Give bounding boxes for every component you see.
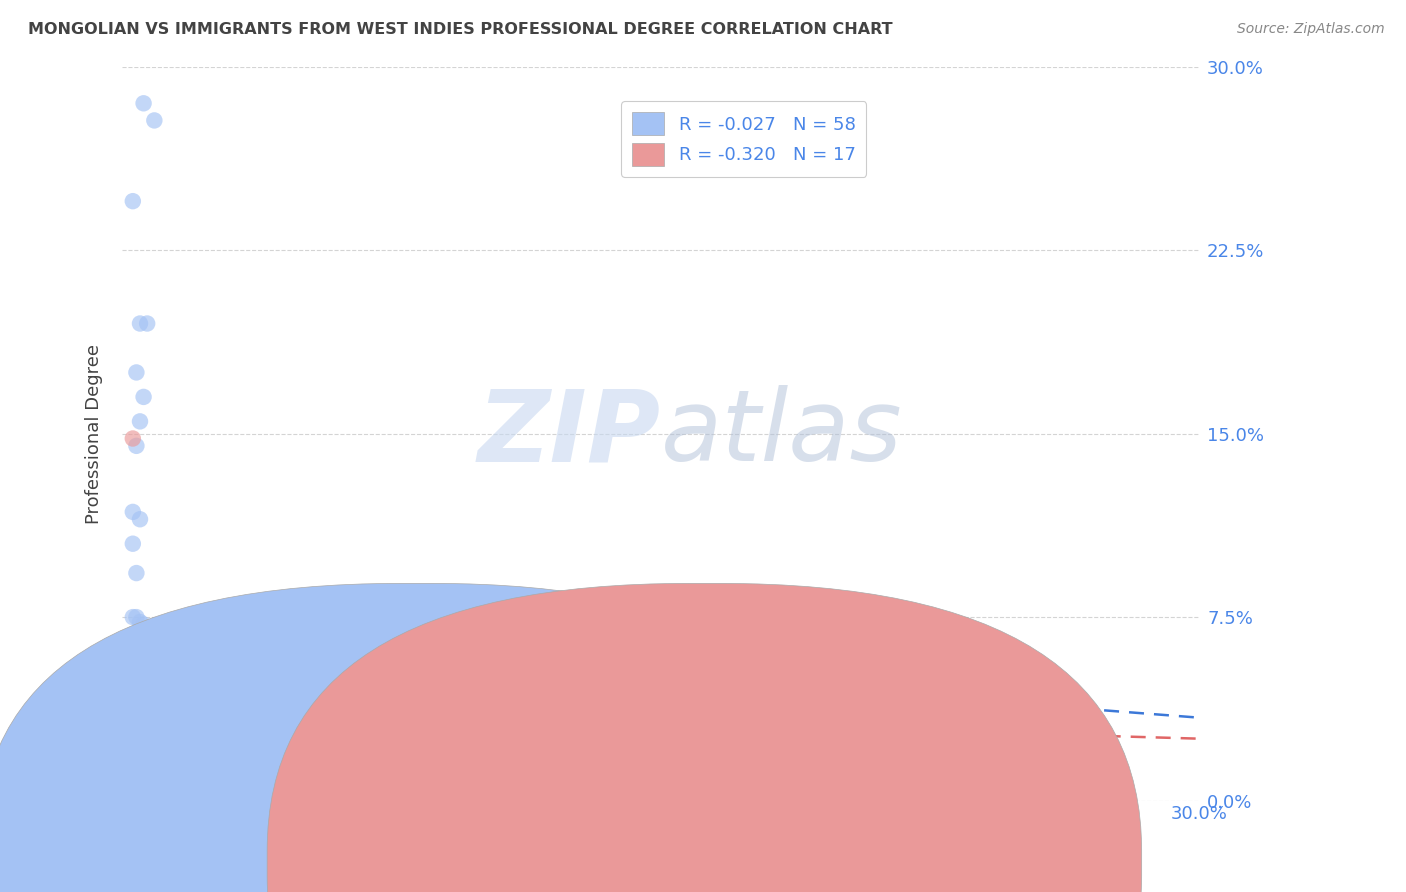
Point — [121, 774, 143, 789]
Point — [114, 791, 136, 805]
Point — [121, 756, 143, 771]
Point — [121, 769, 143, 783]
Point — [121, 671, 143, 685]
Point — [121, 194, 143, 209]
Point — [380, 647, 402, 661]
Y-axis label: Professional Degree: Professional Degree — [86, 343, 103, 524]
Point — [125, 610, 148, 624]
Point — [125, 696, 148, 710]
Point — [118, 764, 141, 779]
Point — [125, 647, 148, 661]
Point — [121, 659, 143, 673]
Point — [118, 745, 141, 759]
Point — [740, 720, 762, 734]
Legend: R = -0.027   N = 58, R = -0.320   N = 17: R = -0.027 N = 58, R = -0.320 N = 17 — [621, 102, 866, 177]
Point — [685, 696, 707, 710]
Point — [125, 732, 148, 747]
Point — [254, 610, 277, 624]
Point — [132, 96, 155, 111]
Point — [125, 634, 148, 648]
Point — [118, 774, 141, 789]
Point — [685, 610, 707, 624]
Point — [118, 781, 141, 796]
Point — [121, 671, 143, 685]
Point — [121, 610, 143, 624]
Point — [121, 690, 143, 705]
Point — [121, 708, 143, 723]
Point — [129, 615, 152, 629]
Text: Source: ZipAtlas.com: Source: ZipAtlas.com — [1237, 22, 1385, 37]
Text: Mongolians: Mongolians — [484, 852, 585, 870]
Point — [125, 566, 148, 580]
Point — [118, 781, 141, 796]
Point — [129, 414, 152, 428]
Point — [114, 791, 136, 805]
Point — [118, 789, 141, 803]
Point — [118, 676, 141, 690]
Point — [121, 745, 143, 759]
Point — [136, 317, 159, 331]
Point — [121, 659, 143, 673]
Text: Immigrants from West Indies: Immigrants from West Indies — [685, 852, 946, 870]
Point — [132, 390, 155, 404]
Point — [118, 749, 141, 764]
Point — [121, 786, 143, 800]
Point — [132, 617, 155, 632]
Point — [129, 317, 152, 331]
Point — [125, 666, 148, 681]
Text: atlas: atlas — [661, 385, 903, 482]
Point — [344, 634, 367, 648]
Point — [143, 113, 166, 128]
Point — [118, 764, 141, 779]
Point — [121, 720, 143, 734]
Point — [121, 720, 143, 734]
Point — [121, 505, 143, 519]
Point — [1098, 756, 1121, 771]
Point — [125, 683, 148, 698]
Point — [125, 651, 148, 665]
Point — [118, 769, 141, 783]
Point — [121, 739, 143, 754]
Point — [125, 439, 148, 453]
Point — [118, 756, 141, 771]
Point — [118, 725, 141, 739]
Point — [121, 700, 143, 714]
Text: MONGOLIAN VS IMMIGRANTS FROM WEST INDIES PROFESSIONAL DEGREE CORRELATION CHART: MONGOLIAN VS IMMIGRANTS FROM WEST INDIES… — [28, 22, 893, 37]
Point — [125, 366, 148, 380]
Text: ZIP: ZIP — [478, 385, 661, 482]
Point — [121, 708, 143, 723]
Point — [121, 791, 143, 805]
Point — [114, 791, 136, 805]
Point — [1080, 764, 1102, 779]
Point — [118, 779, 141, 793]
Point — [118, 713, 141, 727]
Point — [118, 696, 141, 710]
Point — [118, 784, 141, 798]
Point — [121, 627, 143, 641]
Point — [121, 732, 143, 747]
Point — [121, 647, 143, 661]
Point — [129, 640, 152, 654]
Point — [434, 671, 457, 685]
Point — [121, 537, 143, 551]
Point — [129, 512, 152, 526]
Point — [121, 432, 143, 446]
Point — [114, 791, 136, 805]
